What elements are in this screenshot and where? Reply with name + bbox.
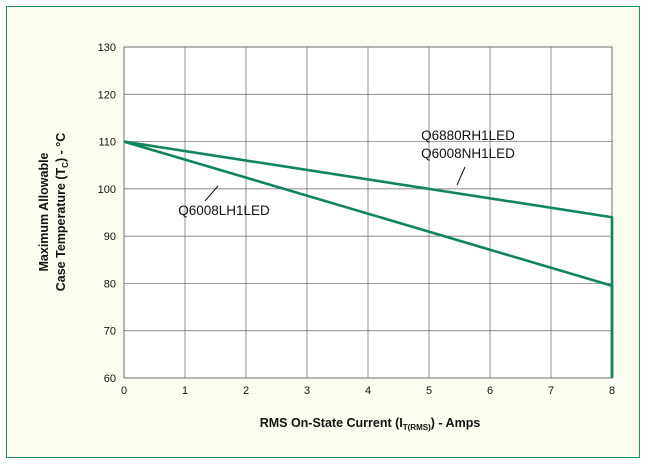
y-tick-labels: 60 70 80 90 100 110 120 130: [98, 42, 116, 385]
svg-text:Maximum Allowable: Maximum Allowable: [37, 152, 51, 271]
series-label-lower: Q6008LH1LED: [178, 203, 270, 218]
y-axis-label: Maximum Allowable Case Temperature (TC) …: [37, 133, 70, 292]
y-tick-label: 80: [104, 278, 116, 290]
y-tick-label: 60: [104, 373, 116, 385]
svg-text:Case Temperature (TC) - °C: Case Temperature (TC) - °C: [54, 133, 70, 292]
series-label-upper: Q6880RH1LED Q6008NH1LED: [421, 128, 515, 161]
x-tick-label: 5: [426, 385, 432, 397]
x-tick-label: 2: [243, 385, 249, 397]
leader-line-lower: [204, 185, 219, 202]
y-tick-label: 70: [104, 326, 116, 338]
series-label-line: Q6008NH1LED: [421, 146, 515, 161]
y-tick-label: 100: [98, 184, 116, 196]
x-tick-label: 1: [182, 385, 188, 397]
x-tick-label: 4: [365, 385, 371, 397]
leader-line-upper: [456, 166, 466, 186]
y-tick-label: 110: [98, 137, 116, 149]
series-line-2: [123, 140, 614, 378]
x-tick-labels: 0 1 2 3 4 5 6 7 8: [121, 385, 615, 397]
series-label-line: Q6880RH1LED: [421, 128, 515, 143]
y-tick-label: 120: [98, 89, 116, 101]
series-lines: [123, 140, 614, 378]
x-tick-label: 0: [121, 385, 127, 397]
x-tick-label: 3: [304, 385, 310, 397]
y-tick-label: 90: [104, 231, 116, 243]
series-annotations: Q6880RH1LED Q6008NH1LED Q6008LH1LED: [178, 128, 515, 218]
x-tick-label: 6: [487, 385, 493, 397]
y-tick-label: 130: [98, 42, 116, 54]
x-axis-label: RMS On-State Current (IT(RMS)) - Amps: [260, 416, 481, 432]
x-tick-label: 8: [609, 385, 615, 397]
x-tick-label: 7: [548, 385, 554, 397]
